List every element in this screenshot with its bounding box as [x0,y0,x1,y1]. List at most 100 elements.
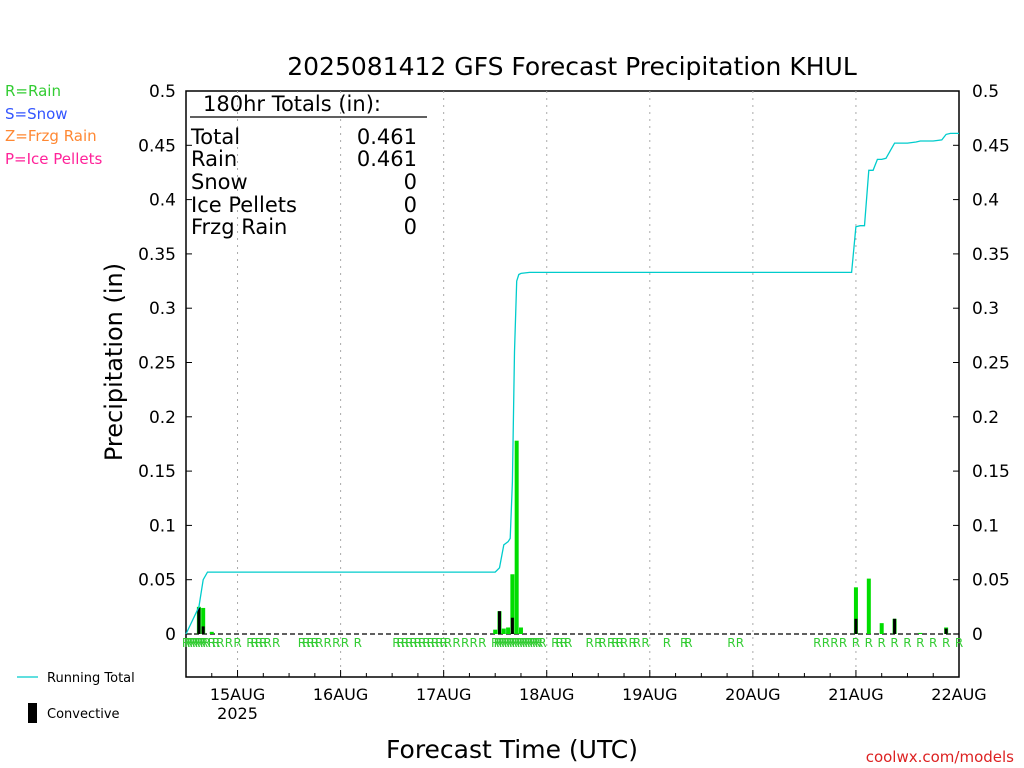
ptype-letter: R [555,636,563,650]
rain-bar [510,574,515,634]
ptype-letter: R [184,636,192,650]
ptype-letter: R [298,636,306,650]
ptype-letter: R [929,636,937,650]
ptype-letter: R [405,636,413,650]
rain-bar [879,623,884,634]
ptype-letter: R [392,636,400,650]
y-tick-label-left: 0.35 [138,245,176,265]
ptype-letter: R [302,636,310,650]
rain-bar [209,631,214,634]
ptype-letter: R [525,636,533,650]
ptype-letter: R [208,636,216,650]
ptype-letter: R [616,636,624,650]
ptype-letter: R [504,636,512,650]
ptype-letter: R [427,636,435,650]
plot-frame [185,90,960,678]
ptype-letter: R [611,636,619,650]
x-tick-label: 21AUG [828,685,883,704]
ptype-letter: R [202,636,210,650]
rain-bar [493,629,498,634]
ptype-letter: R [246,636,254,650]
totals-value-rain: 0.461 [357,147,417,171]
ptype-letter: R [641,636,649,650]
y-tick-label-left: 0.45 [138,136,176,156]
ptype-letter: R [341,636,349,650]
y-tick-label-left: 0.25 [138,354,176,374]
ptype-letter: R [461,636,469,650]
ptype-letter: R [190,636,198,650]
rain-bar [201,607,206,634]
running-total-legend-label: Running Total [47,671,135,686]
ptype-legend-rain: R=Rain [5,82,61,100]
ptype-letter: R [397,636,405,650]
ptype-letter: R [255,636,263,650]
ptype-letter: R [452,636,460,650]
ptype-letter: R [535,636,543,650]
ptype-letter: R [332,636,340,650]
rain-bar [518,627,523,634]
convective-bar [201,626,205,634]
ptype-letter: R [551,636,559,650]
ptype-letter: R [813,636,821,650]
y-tick-label-right: 0.1 [972,516,999,536]
y-tick-label-left: 0.1 [149,516,176,536]
ptype-letter: R [494,636,502,650]
running-total-line [185,132,959,635]
y-tick-label-left: 0.4 [149,191,176,211]
ptype-letter: R [409,636,417,650]
y-tick-label-left: 0.5 [149,82,176,102]
ptype-letter: R [435,636,443,650]
x-tick-label: 17AUG [416,685,471,704]
ptype-legend-snow: S=Snow [5,105,68,123]
ptype-letter: R [444,636,452,650]
ptype-letter: R [530,636,538,650]
ptype-letter: R [200,636,208,650]
ptype-letter: R [839,636,847,650]
convective-bar [510,617,514,634]
ptype-letter: R [418,636,426,650]
ptype-letter: R [527,636,535,650]
rain-bar [501,628,506,634]
ptype-letter: R [586,636,594,650]
ptype-letter: R [684,636,692,650]
ptype-letter: R [506,636,514,650]
x-axis-label: Forecast Time (UTC) [386,735,638,764]
rain-bar [514,440,519,634]
totals-label-total: Total [190,125,240,149]
ptype-letter: R [514,636,522,650]
totals-heading: 180hr Totals (in): [203,92,381,116]
running-total-polyline [185,132,959,635]
ptype-letter: R [942,636,950,650]
chart-title: 2025081412 GFS Forecast Precipitation KH… [287,52,857,81]
ptype-letter: R [522,636,530,650]
y-tick-label-right: 0 [972,625,983,645]
rain-bar [506,627,511,634]
x-tick-label: 20AUG [725,685,780,704]
ptype-letter: R [822,636,830,650]
ptype-letter: R [197,636,205,650]
y-tick-label-left: 0.05 [138,571,176,591]
ptype-letter: R [263,636,271,650]
ptype-letter: R [560,636,568,650]
totals-box: 180hr Totals (in): Total 0.461 Rain 0.46… [190,92,427,239]
convective-bars [197,607,948,634]
x-tick-label: 15AUG [210,685,265,704]
convective-bar [497,611,501,634]
ptype-letter: R [306,636,314,650]
rain-bar [853,587,858,634]
ptype-letter: R [212,636,220,650]
ptype-letter: R [538,636,546,650]
ptype-letter: R [955,636,963,650]
ptype-letter: R [195,636,203,650]
ptype-letter: R [499,636,507,650]
y-tick-label-right: 0.2 [972,408,999,428]
ptype-letter: R [680,636,688,650]
ptype-letter: R [496,636,504,650]
y-tick-label-right: 0.3 [972,299,999,319]
totals-value-frzg-rain: 0 [404,215,417,239]
y-tick-label-left: 0 [165,625,176,645]
y-tick-label-left: 0.3 [149,299,176,319]
left-y-axis: 0 0.05 0.1 0.15 0.2 0.25 0.3 0.35 0.4 0.45 0.5 [138,82,192,645]
